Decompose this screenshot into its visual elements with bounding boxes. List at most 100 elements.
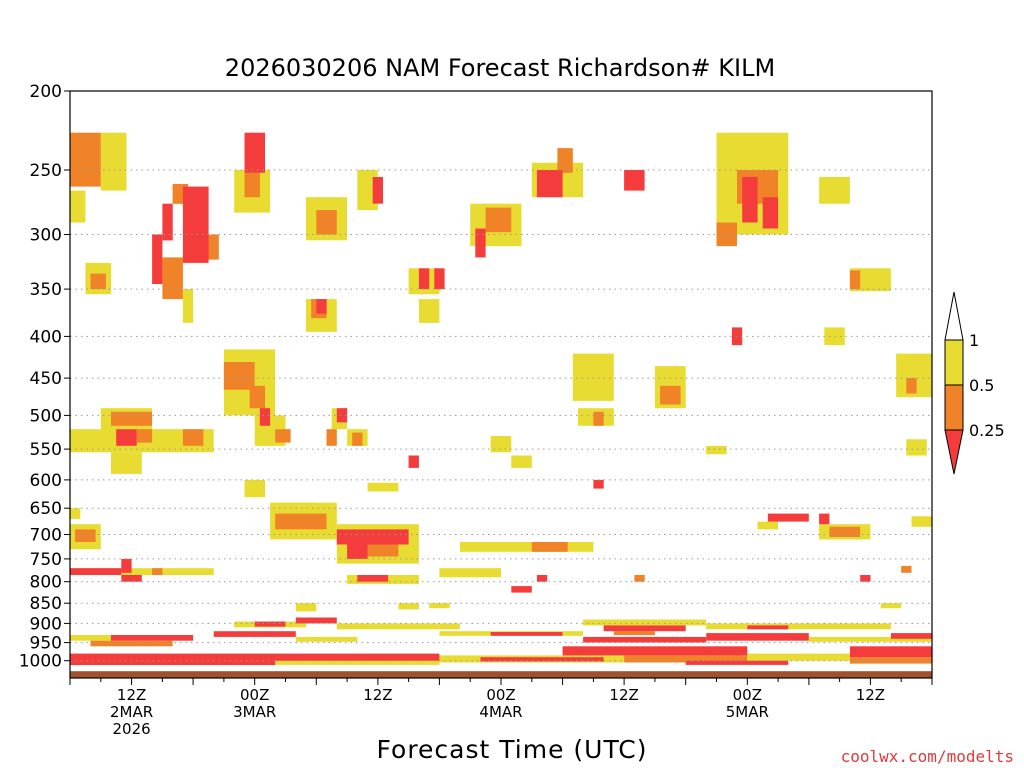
ri-cell-62 xyxy=(593,411,604,426)
ri-cell-93 xyxy=(357,575,389,582)
legend-swatch-low xyxy=(944,429,964,475)
legend-arrow-top xyxy=(944,291,964,341)
x-tick-year-6: 2026 xyxy=(113,720,151,738)
y-tick-label-600: 600 xyxy=(30,471,62,491)
ri-cell-37 xyxy=(316,299,327,314)
pressure-gridlines xyxy=(70,169,932,662)
ri-cell-91 xyxy=(152,568,163,575)
ri-cell-141 xyxy=(849,646,932,658)
x-tick-label-18: 00Z xyxy=(240,686,269,704)
x-tick-label-66: 00Z xyxy=(733,686,762,704)
y-tick-label-350: 350 xyxy=(30,280,62,300)
ri-cell-29 xyxy=(757,170,778,191)
ri-cell-107 xyxy=(860,575,871,582)
ri-cell-60 xyxy=(572,353,614,401)
ri-cell-9 xyxy=(182,289,194,323)
ri-cell-14 xyxy=(244,132,265,173)
ri-cell-114 xyxy=(295,617,337,624)
ri-cell-73 xyxy=(706,445,727,455)
ri-cell-31 xyxy=(716,222,737,247)
ri-cell-109 xyxy=(398,603,419,610)
ri-cell-8 xyxy=(162,257,183,300)
y-tick-label-850: 850 xyxy=(30,594,62,614)
ri-cell-131 xyxy=(891,633,932,639)
legend-label-0: 1 xyxy=(969,331,979,350)
ri-cell-95 xyxy=(531,542,568,552)
ri-cell-75 xyxy=(244,479,265,498)
ri-cell-132 xyxy=(70,653,440,661)
x-tick-date-66: 5MAR xyxy=(726,703,769,721)
ri-cell-86 xyxy=(70,508,81,519)
y-tick-label-1000: 1000 xyxy=(19,652,62,672)
x-tick-label-78: 12Z xyxy=(856,686,885,704)
ri-cell-115 xyxy=(336,623,460,630)
ri-cell-55 xyxy=(111,411,152,426)
ri-cell-111 xyxy=(880,603,902,609)
ri-cell-108 xyxy=(295,603,317,612)
credit-link[interactable]: coolwx.com/modelts xyxy=(841,747,1014,766)
legend-swatch-high xyxy=(944,339,964,386)
ri-cell-11 xyxy=(90,273,106,290)
ri-cell-40 xyxy=(434,268,445,290)
ri-cell-56 xyxy=(116,429,137,446)
ri-cell-140 xyxy=(747,653,850,661)
y-tick-label-650: 650 xyxy=(30,499,62,519)
x-axis-label: Forecast Time (UTC) xyxy=(377,735,648,764)
ri-cell-42 xyxy=(223,362,255,390)
ri-cell-47 xyxy=(275,429,291,443)
y-tick-label-800: 800 xyxy=(30,573,62,593)
y-tick-label-700: 700 xyxy=(30,526,62,546)
ri-cell-128 xyxy=(583,636,707,643)
ri-cell-117 xyxy=(603,625,686,632)
ri-cell-69 xyxy=(490,436,512,453)
ri-cell-2 xyxy=(70,190,86,223)
y-tick-label-200: 200 xyxy=(30,82,62,102)
ri-cell-119 xyxy=(706,623,891,630)
y-tick-label-950: 950 xyxy=(30,634,62,654)
ri-cell-52 xyxy=(352,432,363,446)
ri-cell-58 xyxy=(182,429,204,446)
y-tick-label-300: 300 xyxy=(30,226,62,246)
ri-cell-123 xyxy=(90,640,173,647)
ri-cell-24 xyxy=(557,148,573,173)
ri-cell-104 xyxy=(901,565,912,573)
ri-cell-136 xyxy=(480,657,604,662)
y-tick-label-500: 500 xyxy=(30,406,62,426)
ri-cell-50 xyxy=(326,429,337,446)
ri-cell-100 xyxy=(757,521,778,530)
ri-cell-49 xyxy=(336,408,348,423)
ri-cell-138 xyxy=(624,655,748,663)
ri-cell-137 xyxy=(562,646,748,656)
legend-label-2: 0.25 xyxy=(969,421,1005,440)
x-tick-label-6: 12Z xyxy=(117,686,146,704)
ri-cell-127 xyxy=(490,632,563,636)
ri-cell-66 xyxy=(906,378,917,394)
chart-title: 2026030206 NAM Forecast Richardson# KILM xyxy=(225,54,775,82)
ground-strip xyxy=(70,671,932,678)
ri-cell-106 xyxy=(634,575,645,582)
ri-cell-43 xyxy=(249,385,265,409)
ri-cell-121 xyxy=(70,635,111,641)
y-tick-label-400: 400 xyxy=(30,327,62,347)
ri-cell-15 xyxy=(316,210,337,235)
ri-cell-139 xyxy=(685,660,789,665)
y-tick-label-250: 250 xyxy=(30,161,62,181)
ri-cell-84 xyxy=(75,529,96,542)
ri-cell-34 xyxy=(849,270,861,290)
ri-cell-28 xyxy=(742,177,758,223)
ri-cell-77 xyxy=(275,513,327,530)
ri-cell-89 xyxy=(121,558,132,573)
ri-cell-74 xyxy=(906,439,927,456)
ri-cell-17 xyxy=(357,170,378,211)
ri-cell-32 xyxy=(819,177,850,204)
ri-cell-99 xyxy=(767,513,809,522)
ri-cell-13 xyxy=(244,172,260,198)
x-tick-label-42: 00Z xyxy=(486,686,515,704)
ri-cell-6 xyxy=(208,234,219,260)
ri-cell-81 xyxy=(367,544,399,557)
ri-cell-120 xyxy=(747,625,789,630)
x-tick-date-18: 3MAR xyxy=(233,703,276,721)
ri-cell-103 xyxy=(829,526,861,537)
